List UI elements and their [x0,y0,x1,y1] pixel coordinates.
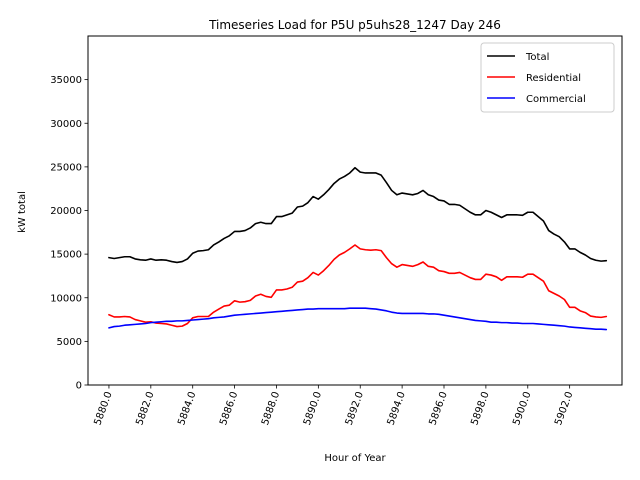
legend-label-total: Total [525,52,549,63]
series-line-residential [108,244,608,328]
x-axis-label: Hour of Year [324,453,386,464]
series-line-total [108,166,608,264]
legend-label-residential: Residential [526,73,581,84]
y-tick-label: 35000 [50,75,82,86]
chart-title: Timeseries Load for P5U p5uhs28_1247 Day… [208,18,501,32]
y-tick-label: 0 [76,381,82,392]
y-tick-label: 10000 [50,293,82,304]
y-tick-label: 15000 [50,250,82,261]
y-tick-label: 5000 [57,337,82,348]
y-tick-label: 20000 [50,206,82,217]
series-line-commercial [108,307,608,331]
y-tick-label: 30000 [50,119,82,130]
legend-label-commercial: Commercial [526,94,586,105]
legend: Total Residential Commercial [480,42,615,113]
y-axis-label: kW total [17,191,28,233]
legend-box [480,42,615,113]
y-tick-label: 25000 [50,162,82,173]
